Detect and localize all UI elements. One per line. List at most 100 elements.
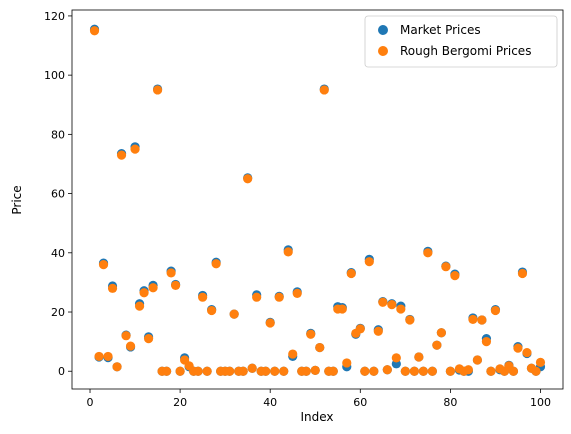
point-rough-bergomi-prices-42 — [274, 292, 284, 302]
point-rough-bergomi-prices-41 — [270, 366, 280, 376]
point-rough-bergomi-prices-1 — [89, 26, 100, 36]
point-rough-bergomi-prices-13 — [143, 334, 154, 344]
point-rough-bergomi-prices-52 — [319, 85, 329, 95]
point-rough-bergomi-prices-75 — [423, 248, 433, 258]
point-rough-bergomi-prices-60 — [355, 324, 365, 334]
point-rough-bergomi-prices-40 — [265, 318, 275, 328]
point-rough-bergomi-prices-31 — [225, 366, 235, 376]
point-rough-bergomi-prices-28 — [211, 259, 221, 269]
y-tick-label-80: 80 — [51, 128, 65, 141]
point-rough-bergomi-prices-5 — [107, 283, 118, 293]
point-rough-bergomi-prices-35 — [243, 174, 253, 184]
points-layer — [89, 24, 546, 376]
point-rough-bergomi-prices-14 — [148, 283, 158, 293]
point-rough-bergomi-prices-12 — [139, 288, 149, 298]
point-rough-bergomi-prices-95 — [513, 343, 523, 353]
x-tick-label-80: 80 — [443, 396, 457, 409]
point-rough-bergomi-prices-78 — [436, 328, 446, 338]
point-rough-bergomi-prices-68 — [391, 353, 401, 363]
point-rough-bergomi-prices-6 — [112, 362, 122, 372]
point-rough-bergomi-prices-81 — [450, 271, 460, 281]
point-rough-bergomi-prices-87 — [477, 315, 487, 325]
point-rough-bergomi-prices-58 — [346, 268, 356, 279]
point-rough-bergomi-prices-61 — [360, 366, 370, 376]
legend-label-market-prices: Market Prices — [400, 23, 481, 37]
point-rough-bergomi-prices-56 — [337, 304, 347, 314]
point-rough-bergomi-prices-96 — [517, 268, 528, 279]
y-tick-label-40: 40 — [51, 247, 65, 260]
point-rough-bergomi-prices-25 — [198, 292, 208, 302]
point-rough-bergomi-prices-65 — [378, 297, 388, 307]
point-rough-bergomi-prices-15 — [152, 85, 163, 95]
point-rough-bergomi-prices-32 — [229, 309, 239, 319]
legend-label-rough-bergomi-prices: Rough Bergomi Prices — [400, 44, 531, 58]
legend-marker-market-prices — [378, 25, 388, 35]
x-tick-label-0: 0 — [87, 396, 94, 409]
point-rough-bergomi-prices-66 — [382, 365, 392, 375]
point-rough-bergomi-prices-84 — [463, 365, 473, 375]
point-rough-bergomi-prices-57 — [342, 358, 352, 368]
plot-area — [71, 9, 564, 390]
point-rough-bergomi-prices-50 — [310, 365, 320, 375]
point-rough-bergomi-prices-74 — [418, 366, 428, 376]
point-rough-bergomi-prices-70 — [400, 366, 410, 376]
point-rough-bergomi-prices-8 — [121, 331, 131, 341]
point-rough-bergomi-prices-45 — [288, 349, 298, 359]
point-rough-bergomi-prices-100 — [535, 357, 546, 367]
point-rough-bergomi-prices-86 — [472, 355, 483, 365]
legend-marker-rough-bergomi-prices — [378, 46, 388, 56]
point-rough-bergomi-prices-9 — [125, 341, 136, 351]
point-rough-bergomi-prices-69 — [396, 304, 406, 314]
point-rough-bergomi-prices-19 — [171, 280, 181, 290]
point-rough-bergomi-prices-17 — [162, 366, 172, 376]
point-rough-bergomi-prices-36 — [247, 363, 257, 373]
point-rough-bergomi-prices-99 — [531, 366, 541, 376]
point-rough-bergomi-prices-20 — [175, 366, 185, 376]
point-rough-bergomi-prices-64 — [373, 326, 383, 336]
legend-box — [364, 15, 558, 68]
x-tick-label-60: 60 — [353, 396, 367, 409]
point-rough-bergomi-prices-24 — [193, 366, 203, 376]
point-rough-bergomi-prices-62 — [364, 257, 374, 267]
point-rough-bergomi-prices-51 — [315, 342, 325, 353]
point-rough-bergomi-prices-10 — [130, 144, 140, 154]
point-rough-bergomi-prices-80 — [445, 366, 455, 376]
x-tick-label-20: 20 — [173, 396, 187, 409]
point-rough-bergomi-prices-26 — [202, 366, 212, 376]
x-axis-label: Index — [300, 410, 333, 424]
point-rough-bergomi-prices-48 — [301, 366, 311, 376]
point-rough-bergomi-prices-85 — [468, 314, 478, 325]
y-tick-label-20: 20 — [51, 306, 65, 319]
x-tick-label-40: 40 — [263, 396, 277, 409]
point-rough-bergomi-prices-63 — [369, 366, 379, 376]
y-tick-label-120: 120 — [44, 10, 65, 23]
point-rough-bergomi-prices-18 — [166, 268, 176, 278]
point-rough-bergomi-prices-34 — [238, 366, 248, 376]
point-rough-bergomi-prices-89 — [486, 366, 496, 376]
point-rough-bergomi-prices-90 — [490, 305, 501, 316]
point-rough-bergomi-prices-94 — [508, 366, 519, 376]
y-tick-label-0: 0 — [58, 365, 65, 378]
point-rough-bergomi-prices-77 — [432, 340, 442, 350]
point-rough-bergomi-prices-27 — [207, 305, 217, 316]
point-rough-bergomi-prices-49 — [306, 329, 316, 339]
point-rough-bergomi-prices-39 — [261, 366, 271, 376]
point-rough-bergomi-prices-37 — [252, 292, 262, 302]
y-axis-label: Price — [10, 185, 24, 214]
legend: Market Prices Rough Bergomi Prices — [364, 15, 558, 68]
point-rough-bergomi-prices-71 — [405, 315, 415, 325]
point-rough-bergomi-prices-11 — [134, 301, 145, 311]
point-rough-bergomi-prices-97 — [522, 347, 532, 358]
point-rough-bergomi-prices-2 — [94, 351, 104, 362]
x-tick-label-100: 100 — [530, 396, 551, 409]
point-rough-bergomi-prices-54 — [328, 366, 338, 376]
point-rough-bergomi-prices-46 — [292, 288, 302, 298]
y-tick-label-60: 60 — [51, 188, 65, 201]
y-tick-label-100: 100 — [44, 69, 65, 82]
point-rough-bergomi-prices-79 — [441, 262, 451, 272]
point-rough-bergomi-prices-67 — [387, 300, 397, 310]
point-rough-bergomi-prices-73 — [414, 352, 424, 362]
point-rough-bergomi-prices-43 — [279, 366, 289, 376]
point-rough-bergomi-prices-44 — [283, 247, 293, 257]
